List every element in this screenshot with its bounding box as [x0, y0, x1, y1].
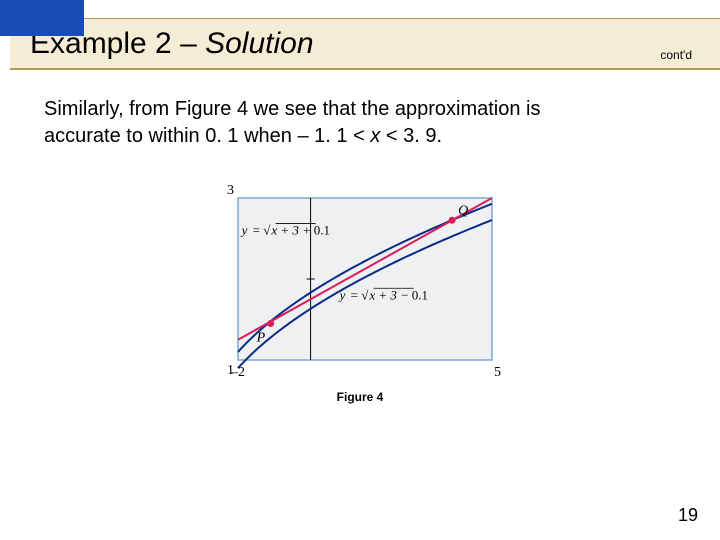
body-paragraph: Similarly, from Figure 4 we see that the… — [44, 96, 660, 150]
body-line2b: < 3. 9. — [380, 125, 442, 147]
body-var-x: x — [370, 125, 380, 147]
svg-text:y = √x + 3 + 0.1: y = √x + 3 + 0.1 — [240, 222, 330, 237]
title-italic: Solution — [205, 27, 313, 60]
figure-4-plot: PQy = √x + 3 + 0.1y = √x + 3 − 0.131–25 — [210, 180, 510, 380]
body-line1: Similarly, from Figure 4 we see that the… — [44, 98, 541, 120]
figure-caption: Figure 4 — [210, 390, 510, 404]
svg-text:5: 5 — [494, 365, 501, 380]
title-bar: Example 2 – Solution cont'd — [10, 18, 720, 70]
svg-text:P: P — [256, 331, 266, 346]
slide-header: Example 2 – Solution cont'd — [0, 0, 720, 72]
body-line2a: accurate to within 0. 1 when – 1. 1 < — [44, 125, 370, 147]
svg-text:y = √x + 3 − 0.1: y = √x + 3 − 0.1 — [338, 287, 428, 302]
continued-label: cont'd — [660, 48, 692, 62]
figure-4: PQy = √x + 3 + 0.1y = √x + 3 − 0.131–25 … — [210, 180, 510, 404]
svg-text:3: 3 — [227, 183, 234, 198]
header-blue-accent — [0, 0, 84, 36]
svg-text:Q: Q — [458, 203, 468, 218]
svg-text:–2: –2 — [230, 365, 245, 380]
page-number: 19 — [678, 505, 698, 526]
